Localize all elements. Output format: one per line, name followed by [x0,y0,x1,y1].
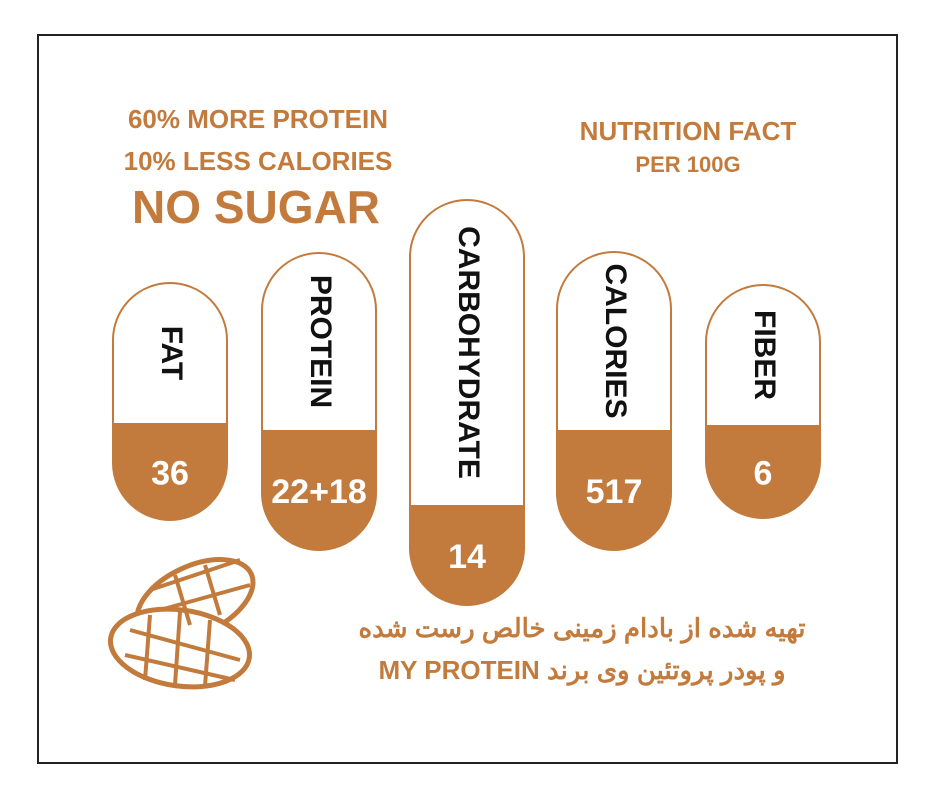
pill-base [706,425,820,518]
pill-value: 36 [151,454,189,492]
pill-value: 14 [448,538,486,576]
pill-value: 517 [586,473,643,511]
pill-label: FIBER [748,310,781,400]
claim: 60% MORE PROTEIN [128,104,388,134]
footer-text: و پودر پروتئین وی برند MY PROTEIN [378,655,785,686]
heading-subtitle: PER 100G [635,152,740,177]
footer-text: تهیه شده از بادام زمینی خالص رست شده [358,613,805,644]
pill-base [557,430,671,550]
heading-title: NUTRITION FACT [580,116,797,146]
pill-label: PROTEIN [304,275,337,408]
pill-value: 22+18 [271,473,367,511]
pill-label: CARBOHYDRATE [452,226,485,479]
pill-base [410,505,524,605]
pill-base [262,430,376,550]
claim: 10% LESS CALORIES [124,146,393,176]
pill-value: 6 [754,454,773,492]
pill-label: CALORIES [599,263,632,418]
peanut-illustration [107,557,256,690]
claim-highlight: NO SUGAR [132,181,380,233]
pill-label: FAT [155,326,188,380]
pill-base [113,423,227,520]
